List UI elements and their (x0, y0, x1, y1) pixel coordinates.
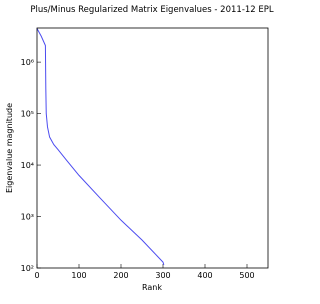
line (36, 28, 165, 266)
x-tick-label: 200 (113, 271, 128, 280)
y-tick-label: 10⁴ (21, 161, 34, 170)
x-tick-label: 100 (71, 271, 86, 280)
x-tick-label: 500 (239, 271, 254, 280)
y-tick-label: 10⁶ (21, 58, 34, 67)
plot-frame (36, 27, 269, 269)
chart-title: Plus/Minus Regularized Matrix Eigenvalue… (30, 5, 274, 15)
x-tick-label: 400 (197, 271, 212, 280)
chart: Plus/Minus Regularized Matrix Eigenvalue… (5, 5, 274, 292)
y-tick-label: 10³ (21, 213, 34, 222)
y-tick-label: 10⁵ (21, 110, 34, 119)
x-tick-label: 0 (34, 271, 39, 280)
x-tick-label: 300 (155, 271, 170, 280)
y-tick-label: 10² (21, 264, 34, 273)
y-axis-label: Eigenvalue magnitude (5, 103, 14, 193)
x-axis-label: Rank (142, 283, 162, 292)
